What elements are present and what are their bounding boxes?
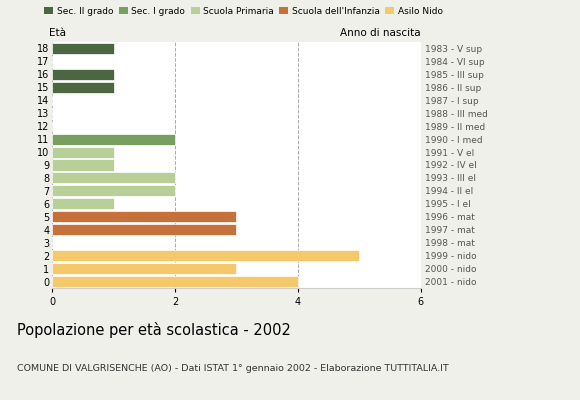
Bar xyxy=(52,134,175,145)
Bar xyxy=(52,250,359,261)
Bar xyxy=(52,160,114,170)
Bar xyxy=(52,172,175,184)
Bar xyxy=(52,198,114,209)
Text: COMUNE DI VALGRISENCHE (AO) - Dati ISTAT 1° gennaio 2002 - Elaborazione TUTTITAL: COMUNE DI VALGRISENCHE (AO) - Dati ISTAT… xyxy=(17,364,449,373)
Bar xyxy=(52,43,114,54)
Bar xyxy=(52,69,114,80)
Bar xyxy=(52,263,237,274)
Text: Anno di nascita: Anno di nascita xyxy=(340,28,420,38)
Bar xyxy=(52,276,298,287)
Bar xyxy=(52,224,237,235)
Legend: Sec. II grado, Sec. I grado, Scuola Primaria, Scuola dell'Infanzia, Asilo Nido: Sec. II grado, Sec. I grado, Scuola Prim… xyxy=(44,6,443,16)
Bar xyxy=(52,146,114,158)
Bar xyxy=(52,211,237,222)
Bar xyxy=(52,82,114,93)
Bar xyxy=(52,185,175,196)
Text: Popolazione per età scolastica - 2002: Popolazione per età scolastica - 2002 xyxy=(17,322,291,338)
Text: Età: Età xyxy=(49,28,66,38)
